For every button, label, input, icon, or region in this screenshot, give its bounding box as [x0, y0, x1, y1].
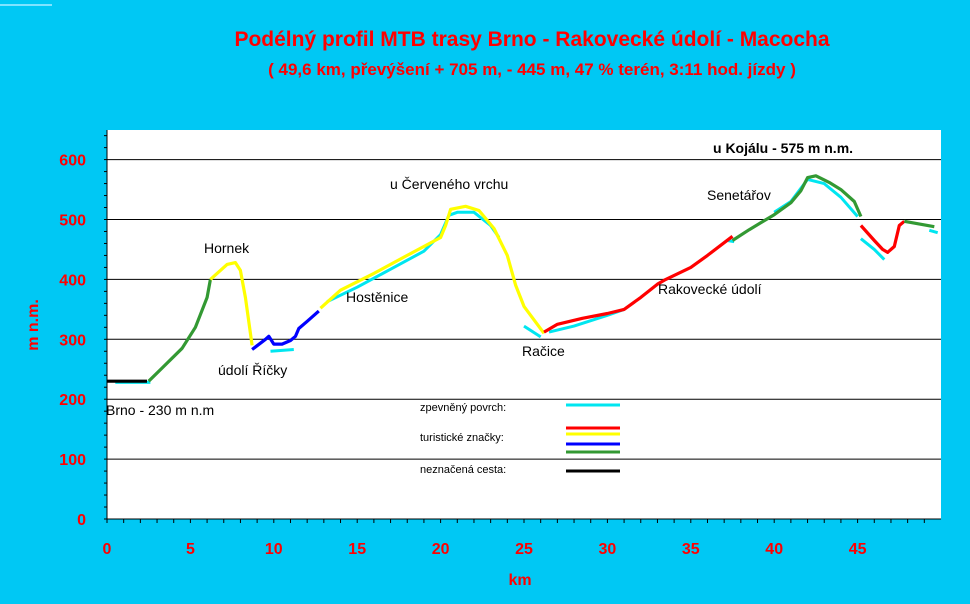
x-tick-label: 40: [765, 541, 783, 558]
y-tick-label: 300: [59, 332, 86, 349]
y-tick-label: 200: [59, 392, 86, 409]
x-tick-label: 5: [186, 541, 195, 558]
legend-label: zpevněný povrch:: [420, 402, 506, 414]
top-accent-line: [0, 4, 52, 6]
x-tick-label: 25: [515, 541, 533, 558]
series-line-cyan: [859, 237, 886, 261]
annotations: u Kojálu - 575 m n.m. u Červeného vrchu Se…: [106, 140, 853, 418]
series-line-yellow: [319, 204, 546, 335]
annotation: u Červeného vrchu: [390, 176, 508, 192]
legend-label: neznačená cesta:: [420, 464, 506, 476]
annotation: údolí Říčky: [218, 362, 287, 378]
annotation: u Kojálu - 575 m n.m.: [713, 140, 853, 156]
series-line-green: [147, 279, 212, 383]
series-line-green: [731, 174, 863, 242]
series-line-red: [543, 235, 734, 334]
series-line-blue: [251, 309, 320, 351]
series-line-cyan: [270, 348, 294, 353]
annotation: Račice: [522, 343, 565, 359]
annotation: Rakovecké údolí: [658, 281, 762, 297]
series-line-cyan: [928, 228, 939, 235]
x-tick-label: 0: [103, 541, 112, 558]
x-tick-label: 30: [599, 541, 617, 558]
annotation: Senetářov: [707, 187, 771, 203]
y-tick-label: 400: [59, 272, 86, 289]
legend-label: turistické značky:: [420, 432, 504, 444]
x-tick-label: 45: [849, 541, 867, 558]
legend: zpevněný povrch: turistické značky: neznač…: [420, 402, 620, 476]
series-line-cyan: [523, 324, 542, 339]
y-tick-label: 100: [59, 452, 86, 469]
x-tick-labels: 0 5 10 15 20 25 30 35 40 45: [103, 541, 867, 558]
series-line-red: [859, 220, 906, 254]
annotation: Brno - 230 m n.m: [106, 402, 214, 418]
grid-lines: [107, 159, 941, 460]
chart-title: Podélný profil MTB trasy Brno - Rakoveck…: [234, 28, 830, 51]
series-line-green: [904, 219, 935, 229]
x-tick-label: 10: [265, 541, 283, 558]
annotation: Hostěnice: [346, 289, 408, 305]
x-tick-label: 20: [432, 541, 450, 558]
annotation: Hornek: [204, 240, 250, 256]
y-tick-label: 500: [59, 213, 86, 230]
chart-subtitle: ( 49,6 km, převýšení + 705 m, - 445 m, 4…: [268, 60, 796, 79]
series-lines: [107, 174, 939, 384]
y-tick-labels: 0 100 200 300 400 500 600: [59, 153, 86, 529]
y-axis-label: m n.m.: [25, 299, 42, 351]
axes: [104, 130, 941, 523]
plot-area: [107, 130, 941, 519]
x-tick-label: 35: [682, 541, 700, 558]
y-tick-label: 0: [77, 512, 86, 529]
x-axis-label: km: [508, 572, 531, 589]
y-tick-label: 600: [59, 153, 86, 170]
x-tick-label: 15: [348, 541, 366, 558]
series-line-yellow: [209, 261, 254, 346]
